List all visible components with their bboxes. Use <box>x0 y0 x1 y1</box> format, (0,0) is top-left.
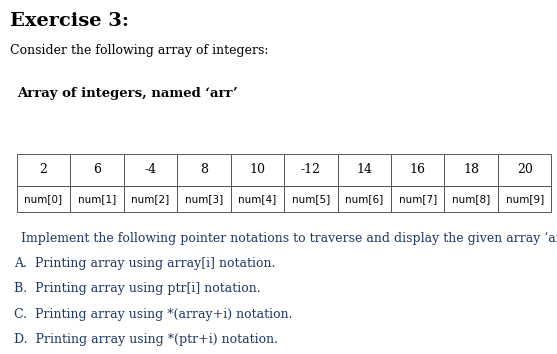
Text: num[0]: num[0] <box>25 194 62 204</box>
Text: -4: -4 <box>144 164 157 176</box>
Bar <box>391 186 444 212</box>
Bar <box>124 154 177 186</box>
Text: num[5]: num[5] <box>292 194 330 204</box>
Text: num[3]: num[3] <box>185 194 223 204</box>
Text: 2: 2 <box>40 164 47 176</box>
Text: 6: 6 <box>93 164 101 176</box>
Bar <box>70 154 124 186</box>
Text: B.  Printing array using ptr[i] notation.: B. Printing array using ptr[i] notation. <box>14 282 261 295</box>
Text: Array of integers, named ‘arr’: Array of integers, named ‘arr’ <box>17 87 237 100</box>
Bar <box>177 186 231 212</box>
Bar <box>391 154 444 186</box>
Bar <box>177 154 231 186</box>
Text: num[9]: num[9] <box>506 194 544 204</box>
Bar <box>231 186 284 212</box>
Bar <box>498 186 551 212</box>
Bar <box>231 154 284 186</box>
Text: 8: 8 <box>200 164 208 176</box>
Text: 18: 18 <box>463 164 479 176</box>
Bar <box>70 186 124 212</box>
Bar <box>444 186 498 212</box>
Text: 14: 14 <box>356 164 372 176</box>
Bar <box>284 186 338 212</box>
Text: 10: 10 <box>250 164 265 176</box>
Bar <box>444 154 498 186</box>
Bar <box>498 154 551 186</box>
Text: -12: -12 <box>301 164 321 176</box>
Text: num[1]: num[1] <box>78 194 116 204</box>
Text: A.  Printing array using array[i] notation.: A. Printing array using array[i] notatio… <box>14 257 275 270</box>
Bar <box>17 154 70 186</box>
Text: 16: 16 <box>410 164 426 176</box>
Bar <box>124 186 177 212</box>
Text: num[8]: num[8] <box>452 194 490 204</box>
Text: 20: 20 <box>517 164 532 176</box>
Text: Implement the following pointer notations to traverse and display the given arra: Implement the following pointer notation… <box>21 232 557 245</box>
Bar <box>284 154 338 186</box>
Text: num[4]: num[4] <box>238 194 276 204</box>
Text: num[2]: num[2] <box>131 194 169 204</box>
Bar <box>338 154 391 186</box>
Bar <box>17 186 70 212</box>
Text: D.  Printing array using *(ptr+i) notation.: D. Printing array using *(ptr+i) notatio… <box>14 333 278 346</box>
Text: num[6]: num[6] <box>345 194 383 204</box>
Text: num[7]: num[7] <box>399 194 437 204</box>
Bar <box>338 186 391 212</box>
Text: Consider the following array of integers:: Consider the following array of integers… <box>10 44 268 57</box>
Text: Exercise 3:: Exercise 3: <box>10 12 129 30</box>
Text: C.  Printing array using *(array+i) notation.: C. Printing array using *(array+i) notat… <box>14 308 292 321</box>
